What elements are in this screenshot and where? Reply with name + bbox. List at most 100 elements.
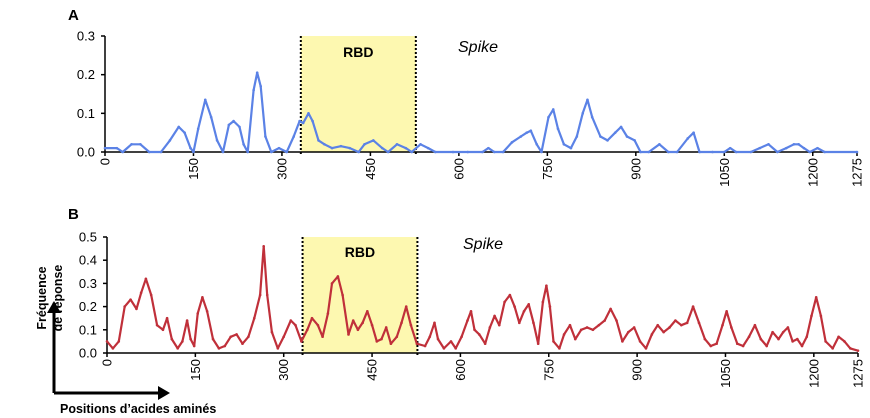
data-point — [159, 150, 163, 154]
data-point — [625, 135, 629, 138]
data-point — [258, 293, 262, 297]
x-tick-label: 600 — [451, 158, 466, 180]
data-point — [545, 284, 548, 288]
x-tick-label: 1200 — [806, 359, 821, 388]
data-point — [361, 321, 364, 325]
data-point — [192, 150, 195, 154]
data-point — [558, 347, 561, 350]
data-point — [246, 150, 250, 154]
data-point — [525, 131, 529, 134]
data-point — [370, 323, 374, 327]
data-point — [547, 115, 550, 119]
data-point — [492, 150, 496, 154]
data-point — [535, 142, 539, 146]
data-point — [508, 293, 512, 297]
data-point — [395, 335, 399, 339]
data-point — [454, 347, 457, 350]
data-point — [527, 302, 531, 306]
data-point — [336, 275, 340, 278]
data-point — [356, 328, 360, 332]
data-point — [139, 291, 143, 294]
data-point — [423, 344, 427, 348]
data-point — [326, 312, 330, 315]
data-point — [294, 323, 297, 327]
data-point — [621, 340, 624, 343]
data-point — [307, 112, 310, 115]
data-point — [730, 326, 733, 329]
data-point — [317, 139, 320, 142]
data-point — [749, 150, 753, 154]
data-point — [679, 323, 683, 327]
data-point — [105, 340, 109, 343]
data-point — [242, 142, 245, 146]
data-point — [562, 142, 566, 146]
data-point — [734, 150, 738, 154]
data-point — [590, 115, 594, 119]
data-point — [619, 125, 623, 129]
data-point — [181, 340, 184, 343]
data-point — [781, 330, 785, 334]
data-point — [301, 121, 305, 125]
data-point — [597, 323, 601, 327]
data-point — [487, 146, 490, 150]
rbd-label: RBD — [343, 44, 373, 60]
data-point — [510, 141, 514, 144]
data-point — [386, 150, 390, 154]
data-point — [147, 150, 151, 154]
data-point — [796, 337, 799, 341]
data-point — [501, 150, 505, 154]
data-point — [311, 119, 314, 123]
panel-b: RBD B Spike 0.0 0.1 0.2 0.3 0.4 0.5 0 150 300 450 600… — [68, 206, 866, 388]
data-point — [722, 150, 726, 154]
y-tick-label: 0.0 — [77, 145, 95, 160]
data-point — [229, 335, 232, 339]
data-point — [217, 347, 221, 350]
data-point — [816, 146, 819, 150]
data-point — [449, 340, 453, 343]
data-point — [603, 319, 607, 322]
data-point — [347, 333, 350, 336]
data-point — [348, 146, 352, 150]
x-tick-label: 450 — [365, 359, 380, 381]
data-point — [644, 347, 648, 350]
data-point — [556, 127, 560, 131]
data-point — [473, 328, 476, 332]
data-point — [330, 146, 334, 150]
data-point — [183, 131, 186, 134]
data-point — [519, 135, 523, 138]
data-point — [384, 326, 388, 329]
data-point — [419, 142, 422, 146]
data-point — [819, 314, 823, 318]
data-point — [856, 349, 860, 352]
data-point — [117, 340, 121, 343]
data-point — [252, 316, 256, 320]
data-point — [389, 342, 393, 346]
data-point — [824, 340, 827, 343]
x-tick-label: 600 — [453, 359, 468, 381]
data-point — [691, 305, 695, 308]
data-point — [767, 142, 770, 146]
data-point — [503, 300, 506, 304]
data-point — [241, 342, 244, 346]
data-point — [211, 337, 215, 341]
data-point — [265, 293, 269, 297]
panel-letter: A — [68, 7, 79, 24]
data-point — [310, 316, 314, 320]
data-point — [189, 337, 192, 341]
data-point — [721, 323, 724, 327]
data-point — [481, 150, 484, 154]
data-point — [111, 347, 115, 350]
data-point — [658, 142, 661, 146]
rbd-region — [300, 36, 416, 152]
x-tick-label: 750 — [540, 158, 555, 180]
data-point — [201, 296, 204, 299]
data-point — [298, 119, 301, 123]
data-point — [366, 309, 369, 313]
data-point — [776, 150, 779, 154]
data-point — [433, 321, 436, 325]
data-point — [155, 323, 159, 327]
data-point — [797, 142, 800, 146]
data-point — [662, 330, 665, 334]
data-point — [575, 135, 579, 138]
